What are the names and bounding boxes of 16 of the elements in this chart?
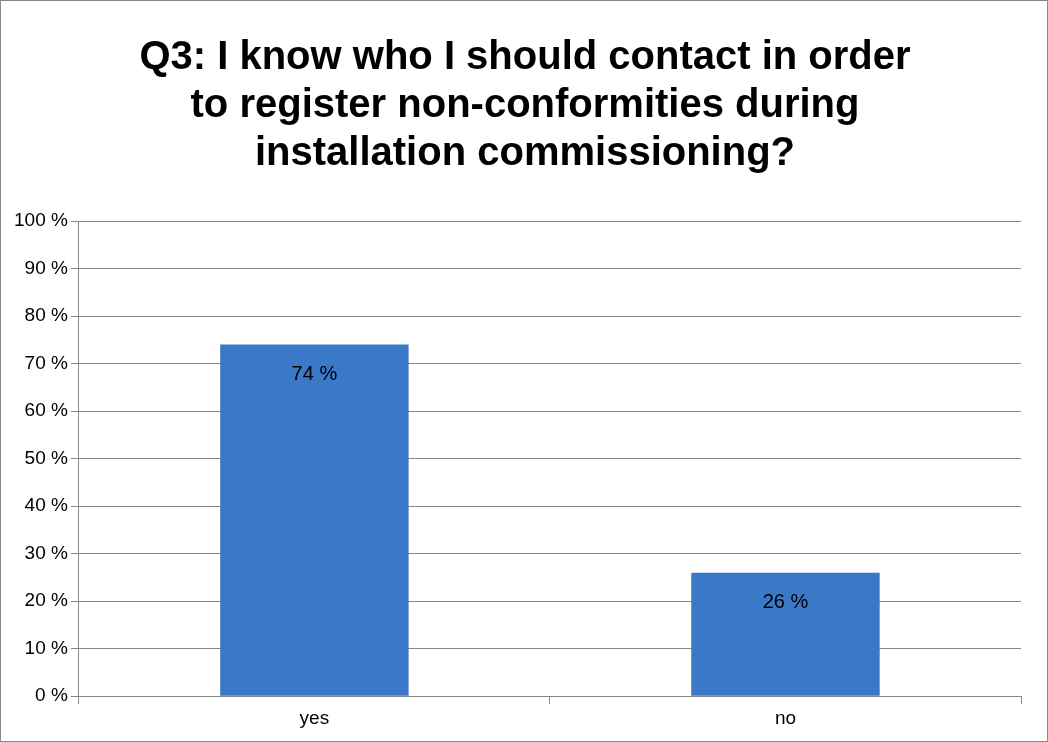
y-tick-label: 20 % bbox=[24, 589, 68, 611]
data-label: 26 % bbox=[762, 590, 809, 613]
y-tick-label: 10 % bbox=[24, 636, 68, 658]
y-tick-label: 0 % bbox=[35, 684, 68, 706]
y-tick-label: 90 % bbox=[24, 256, 68, 278]
y-tick-label: 100 % bbox=[14, 209, 68, 231]
y-tick-label: 60 % bbox=[24, 399, 68, 421]
y-tick-label: 70 % bbox=[24, 351, 68, 373]
y-tick-label: 50 % bbox=[24, 446, 68, 468]
data-label: 74 % bbox=[291, 362, 338, 385]
x-tick-label: no bbox=[774, 706, 797, 728]
chart-title: Q3: I know who I should contact in order to register non-conformities during installation commissioning? bbox=[138, 32, 912, 175]
y-tick-label: 40 % bbox=[24, 494, 68, 516]
y-tick-label: 80 % bbox=[24, 304, 68, 326]
y-tick-label: 30 % bbox=[24, 541, 68, 563]
x-tick-label: yes bbox=[299, 706, 330, 728]
